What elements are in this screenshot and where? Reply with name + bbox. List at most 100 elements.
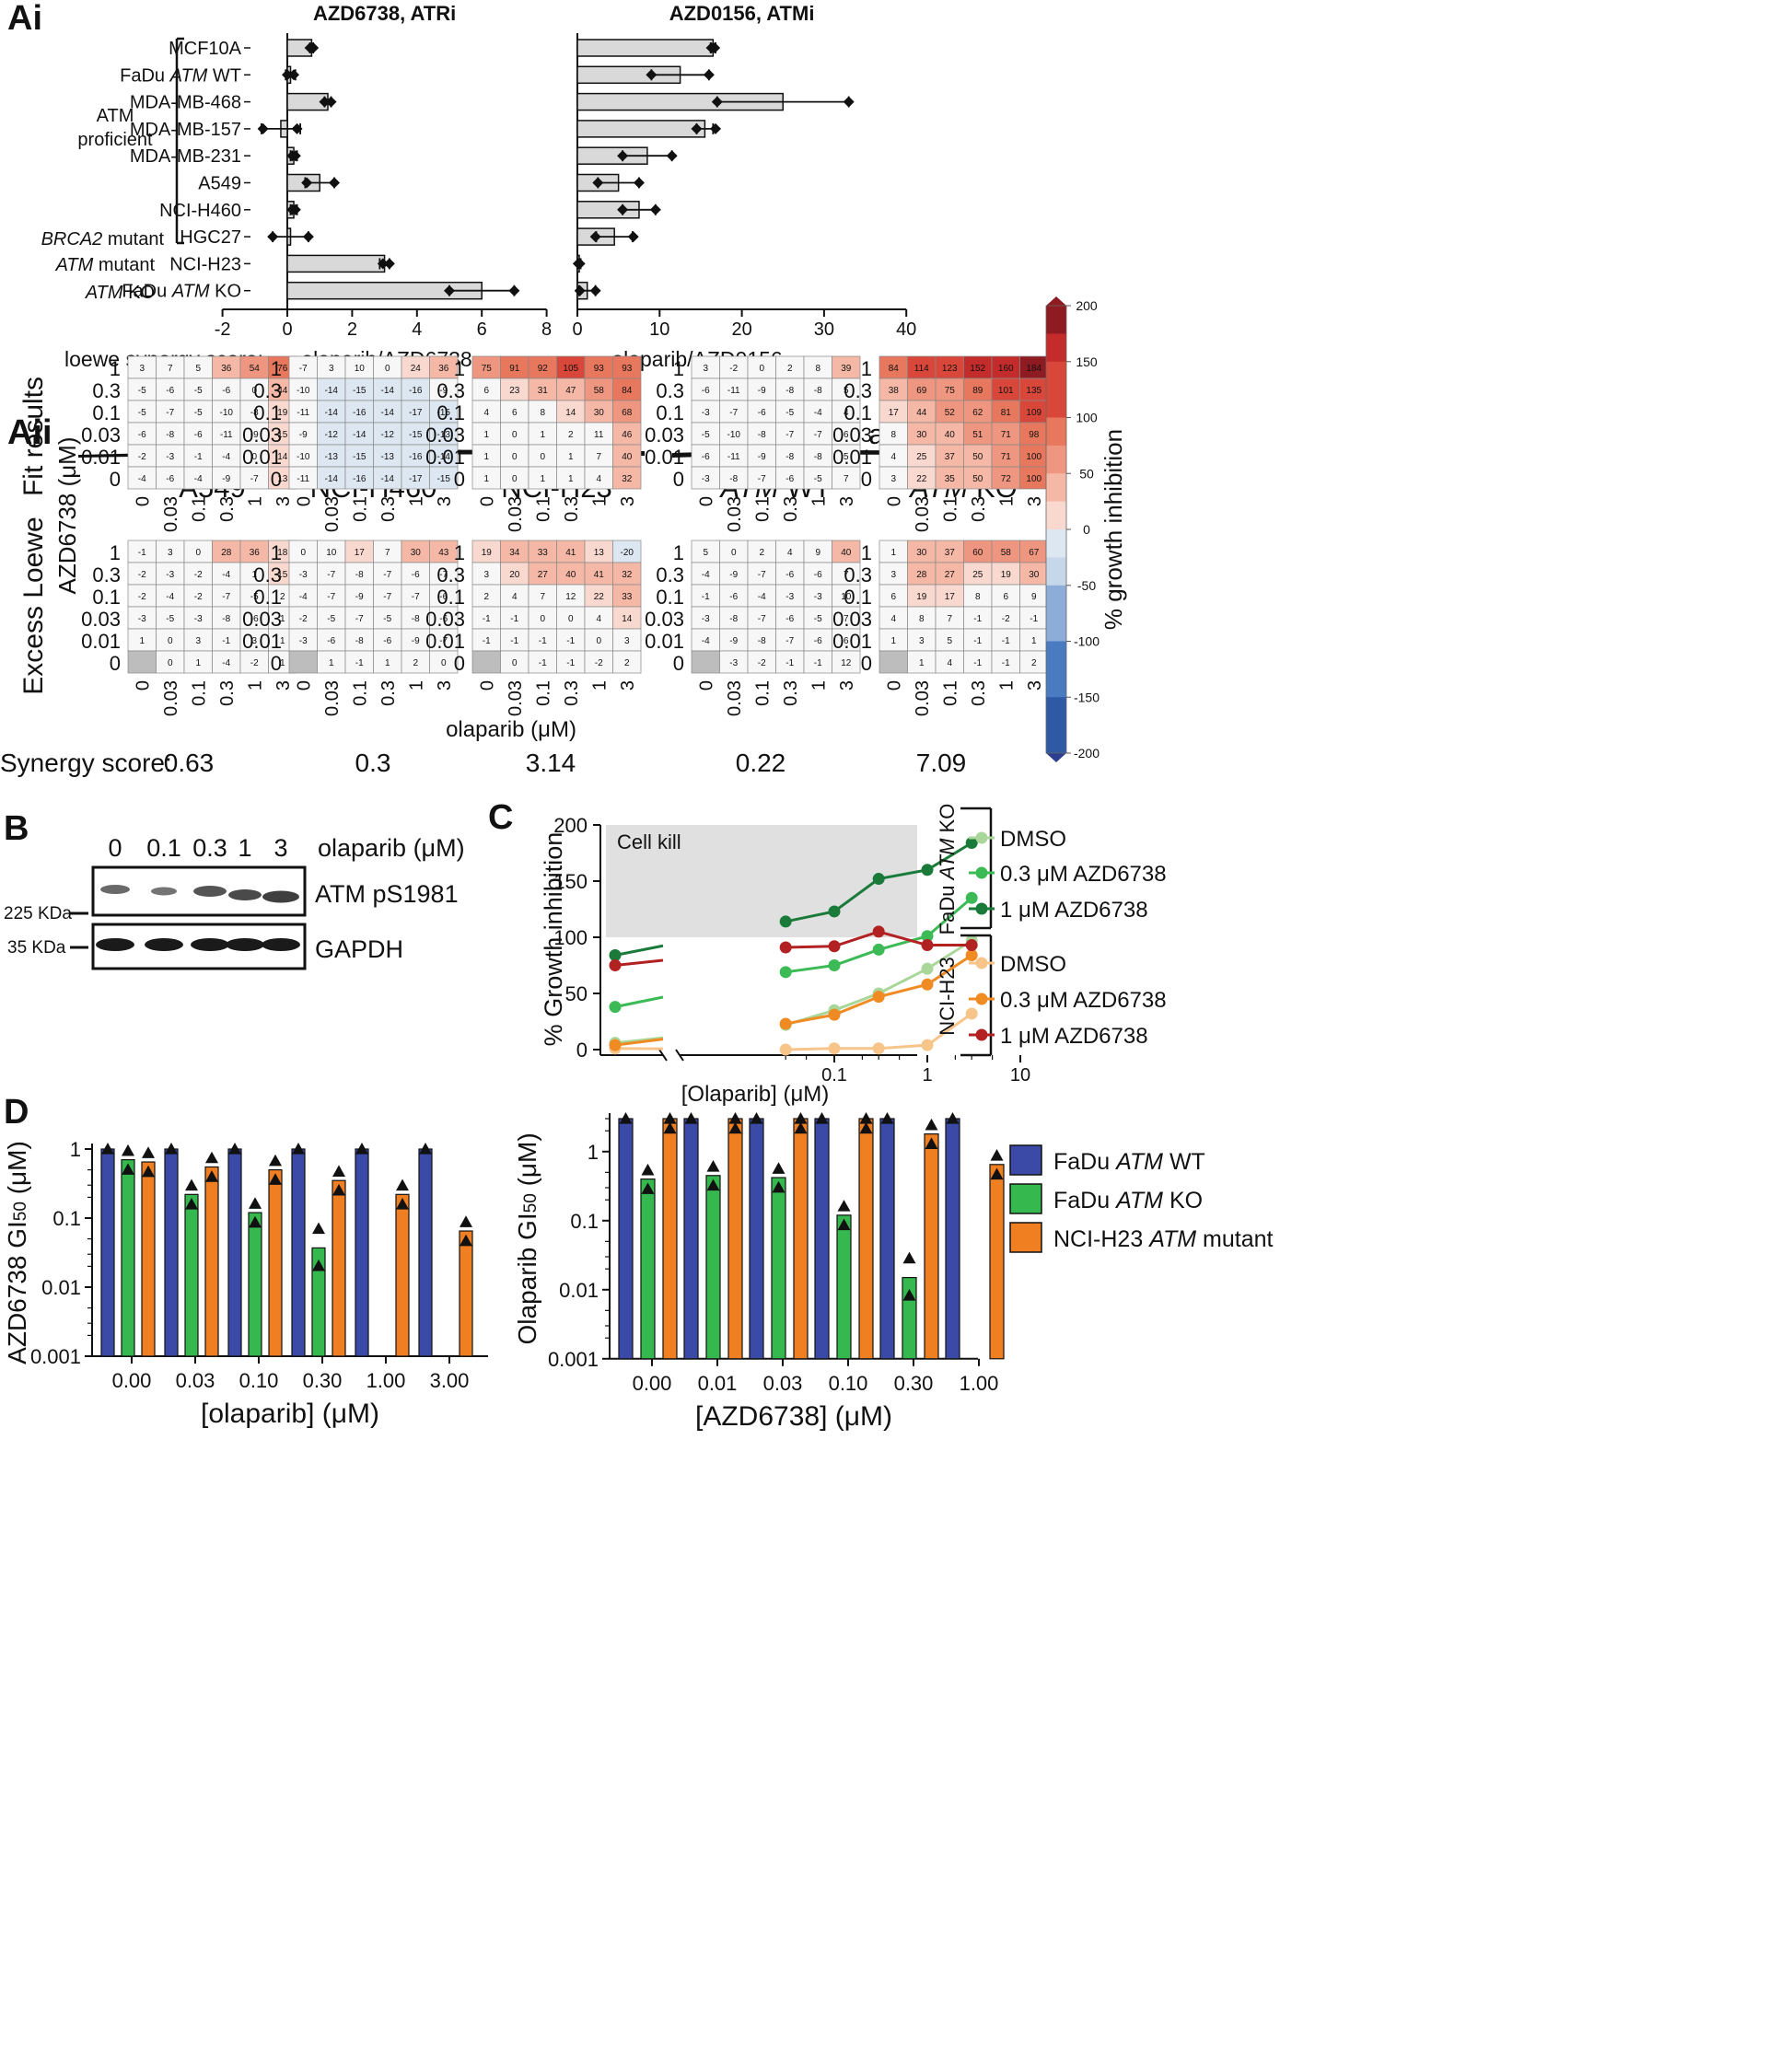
- replicate-point: [728, 1121, 742, 1134]
- excess-cell: [584, 650, 613, 674]
- excess-cell-value: 5: [947, 636, 952, 646]
- colorbar-step: [1046, 585, 1066, 614]
- replicate-point: [249, 1197, 262, 1209]
- excess-cell-value: 19: [482, 548, 493, 558]
- heatmap-y-tick: 0.1: [844, 586, 872, 609]
- fit-cell-value: -5: [194, 408, 203, 418]
- heatmap-x-tick: 0.3: [217, 680, 238, 706]
- replicate-point: [460, 1234, 472, 1247]
- fit-cell: [832, 422, 861, 446]
- fit-cell: [528, 355, 557, 379]
- replicate-point: [165, 1143, 178, 1155]
- group-label-brca2: BRCA2 mutant: [41, 229, 165, 250]
- excess-cell-value: 58: [1001, 548, 1012, 558]
- bar: [576, 39, 715, 57]
- excess-cell: [935, 606, 964, 630]
- gene: ATM: [55, 255, 94, 275]
- part: Olaparib GI: [513, 1213, 541, 1344]
- cell-line-label: MCF10A: [169, 39, 242, 59]
- fit-cell-value: -9: [250, 430, 259, 440]
- excess-cell-value: 10: [326, 548, 337, 558]
- excess-cell: [691, 606, 720, 630]
- series-point: [965, 891, 978, 904]
- excess-cell-value: -1: [1030, 614, 1038, 624]
- replicate-point: [990, 1167, 1004, 1180]
- replicate-point: [646, 69, 657, 81]
- fit-cell-value: 160: [998, 364, 1014, 374]
- fit-cell: [239, 466, 269, 490]
- heatmap-x-tick: 0: [133, 496, 153, 506]
- excess-cell: [832, 584, 861, 608]
- fit-cell: [907, 377, 937, 401]
- excess-cell: [1019, 650, 1049, 674]
- fit-cell-value: -14: [325, 386, 339, 396]
- excess-cell: [471, 584, 501, 608]
- cell-line-label: A549: [198, 174, 241, 194]
- fit-cell: [991, 422, 1020, 446]
- excess-cell-value: 27: [945, 570, 956, 580]
- excess-cell-value: -6: [785, 570, 794, 580]
- x-tick-label: 10: [649, 319, 669, 340]
- excess-cell-value: 2: [483, 592, 489, 602]
- excess-cell-value: 7: [385, 548, 390, 558]
- fit-cell-value: 10: [355, 364, 366, 374]
- marker-label: 225 KDa: [4, 904, 72, 923]
- synergy-score-value: 3.14: [526, 749, 576, 777]
- cell-line-label: HGC27: [180, 227, 241, 248]
- excess-cell: [127, 650, 157, 674]
- gi50-bar: [395, 1193, 410, 1357]
- excess-cell-value: 0: [512, 658, 518, 668]
- legend-label: DMSO: [1000, 827, 1066, 852]
- excess-cell-value: 0: [731, 548, 737, 558]
- legend-label: DMSO: [1000, 952, 1066, 977]
- fit-cell-value: 40: [622, 452, 633, 462]
- excess-cell: [401, 650, 430, 674]
- replicate-point: [355, 1143, 368, 1155]
- fit-cell: [500, 355, 529, 379]
- fit-cell-value: 0: [385, 364, 390, 374]
- fit-cell: [1019, 355, 1049, 379]
- fit-cell-value: -5: [194, 386, 203, 396]
- fit-cell: [156, 355, 185, 379]
- heatmap-y-tick: 0: [271, 468, 282, 491]
- excess-cell: [401, 584, 430, 608]
- fit-cell: [747, 355, 776, 379]
- colorbar-step: [1046, 668, 1066, 698]
- excess-cell-value: 4: [596, 614, 601, 624]
- excess-cell: [747, 606, 776, 630]
- fit-cell-value: -7: [250, 474, 259, 484]
- fit-cell-value: 7: [596, 452, 601, 462]
- excess-cell-value: -7: [327, 570, 335, 580]
- series-point: [965, 837, 978, 850]
- replicate-point: [377, 258, 389, 270]
- replicate-point: [859, 1121, 873, 1134]
- excess-cell-value: -6: [785, 614, 794, 624]
- excess-cell-value: 2: [759, 548, 764, 558]
- excess-cell: [239, 650, 269, 674]
- excess-cell-value: 20: [509, 570, 520, 580]
- fit-cell-value: 36: [221, 364, 232, 374]
- cell-line-label: NCI-H460: [159, 201, 241, 221]
- replicate-point: [617, 203, 629, 215]
- fit-cell-value: -14: [381, 474, 395, 484]
- panel-label-d: D: [4, 1093, 29, 1132]
- series-point: [872, 943, 885, 956]
- excess-cell: [963, 584, 993, 608]
- fit-cell: [344, 400, 374, 424]
- colorbar-step: [1046, 697, 1066, 726]
- gene: ATM: [1114, 1149, 1163, 1175]
- excess-cell-value: 0: [168, 658, 173, 668]
- heatmap-y-tick: 0.1: [436, 586, 465, 609]
- fit-cell: [935, 444, 964, 468]
- heatmap-y-tick: 0.3: [253, 379, 282, 402]
- replicate-point: [205, 1170, 218, 1182]
- fit-cell-value: -6: [785, 474, 794, 484]
- excess-cell-value: 28: [916, 570, 927, 580]
- excess-cell-value: 3: [251, 636, 257, 646]
- group-label-atm-proficient: ATM proficient: [77, 106, 153, 150]
- fit-cell-value: -9: [299, 430, 308, 440]
- heatmap-x-tick: 0.1: [940, 680, 960, 706]
- excess-cell: [500, 606, 529, 630]
- excess-cell-value: -1: [222, 636, 230, 646]
- fit-cell: [584, 466, 613, 490]
